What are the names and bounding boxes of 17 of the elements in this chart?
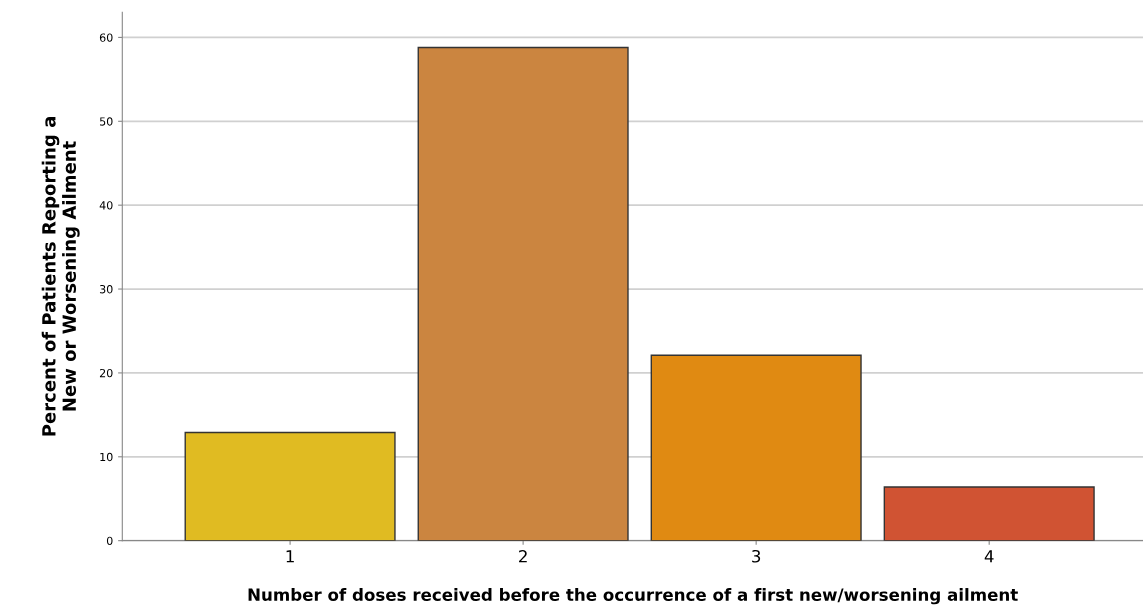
y-axis-title: Percent of Patients Reporting a New or Worsening Ailment bbox=[41, 117, 80, 436]
x-tick-label: 1 bbox=[286, 550, 294, 563]
y-tick-label: 50 bbox=[99, 117, 113, 126]
y-tick-label: 20 bbox=[99, 368, 113, 378]
y-tick-label: 10 bbox=[100, 452, 113, 462]
x-tick-label: 2 bbox=[519, 549, 527, 563]
x-tick-label: 3 bbox=[752, 549, 761, 563]
x-axis-title: Number of doses received before the occurrence of a first new/worsening ailment bbox=[248, 588, 1018, 605]
y-tick-label: 0 bbox=[106, 536, 113, 546]
y-tick-label: 60 bbox=[99, 33, 113, 42]
bar bbox=[184, 431, 396, 541]
y-tick-label: 40 bbox=[99, 201, 113, 210]
bar bbox=[417, 46, 629, 541]
y-tick-label: 30 bbox=[99, 285, 113, 294]
bar bbox=[883, 486, 1095, 541]
bar bbox=[650, 354, 862, 541]
x-tick-label: 4 bbox=[984, 550, 994, 563]
